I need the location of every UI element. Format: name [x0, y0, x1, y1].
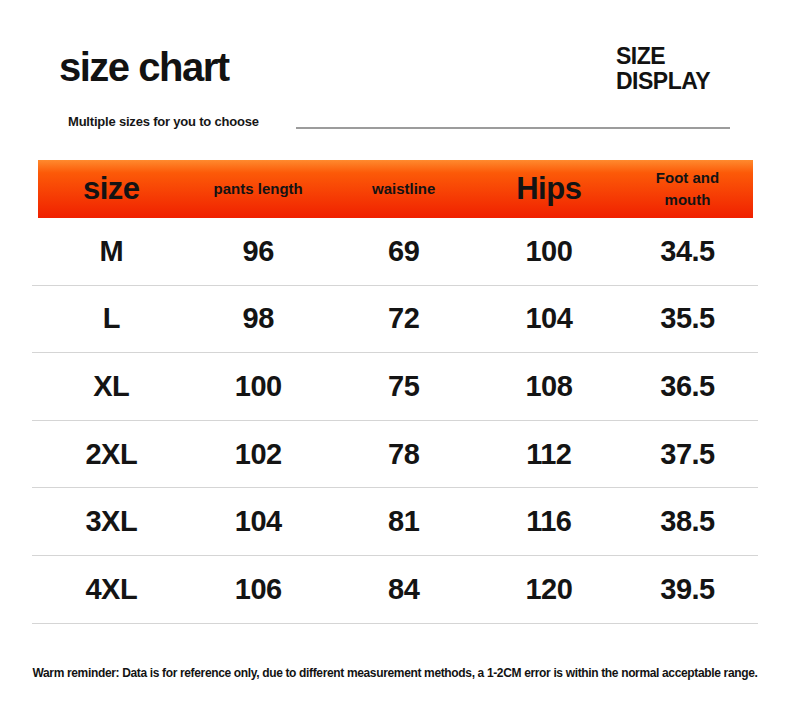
cell-waistline: 81 — [332, 505, 476, 538]
cell-pants_length: 96 — [185, 235, 332, 268]
size-display-heading: SIZE DISPLAY — [616, 44, 710, 95]
cell-size: 4XL — [38, 573, 185, 606]
page-title: size chart — [59, 45, 229, 90]
cell-foot: 36.5 — [622, 370, 753, 403]
cell-hips: 112 — [476, 438, 623, 471]
size-table: sizepants lengthwaistlineHips Foot and mo… — [32, 160, 758, 624]
cell-pants_length: 98 — [185, 302, 332, 335]
cell-pants_length: 102 — [185, 438, 332, 471]
cell-foot: 34.5 — [622, 235, 753, 268]
cell-foot: 38.5 — [622, 505, 753, 538]
table-row: 4XL1068412039.5 — [32, 556, 758, 624]
table-row: 2XL1027811237.5 — [32, 421, 758, 489]
page-subtitle: Multiple sizes for you to choose — [68, 114, 259, 129]
header-cell-pants_length: pants length — [185, 178, 332, 200]
cell-size: L — [38, 302, 185, 335]
cell-size: XL — [38, 370, 185, 403]
cell-foot: 37.5 — [622, 438, 753, 471]
size-chart-page: size chart Multiple sizes for you to cho… — [0, 0, 790, 711]
table-row: XL1007510836.5 — [32, 353, 758, 421]
header-cell-foot: Foot and mouth — [645, 167, 731, 211]
cell-hips: 108 — [476, 370, 623, 403]
cell-foot: 35.5 — [622, 302, 753, 335]
table-body: M966910034.5L987210435.5XL1007510836.52X… — [32, 218, 758, 624]
header-cell-waistline: waistline — [332, 178, 476, 200]
cell-hips: 104 — [476, 302, 623, 335]
header-cell-size: size — [38, 171, 185, 207]
table-row: 3XL1048111638.5 — [32, 488, 758, 556]
cell-waistline: 69 — [332, 235, 476, 268]
cell-pants_length: 100 — [185, 370, 332, 403]
table-header-row: sizepants lengthwaistlineHips Foot and mo… — [38, 160, 753, 218]
cell-waistline: 75 — [332, 370, 476, 403]
cell-waistline: 78 — [332, 438, 476, 471]
cell-hips: 100 — [476, 235, 623, 268]
cell-size: 3XL — [38, 505, 185, 538]
cell-hips: 120 — [476, 573, 623, 606]
cell-pants_length: 104 — [185, 505, 332, 538]
cell-size: M — [38, 235, 185, 268]
cell-size: 2XL — [38, 438, 185, 471]
table-row: L987210435.5 — [32, 286, 758, 354]
horizontal-rule — [296, 127, 730, 129]
cell-waistline: 84 — [332, 573, 476, 606]
cell-foot: 39.5 — [622, 573, 753, 606]
cell-pants_length: 106 — [185, 573, 332, 606]
header-cell-hips: Hips — [476, 171, 623, 207]
cell-hips: 116 — [476, 505, 623, 538]
cell-waistline: 72 — [332, 302, 476, 335]
warm-reminder-text: Warm reminder: Data is for reference onl… — [0, 666, 790, 680]
table-row: M966910034.5 — [32, 218, 758, 286]
